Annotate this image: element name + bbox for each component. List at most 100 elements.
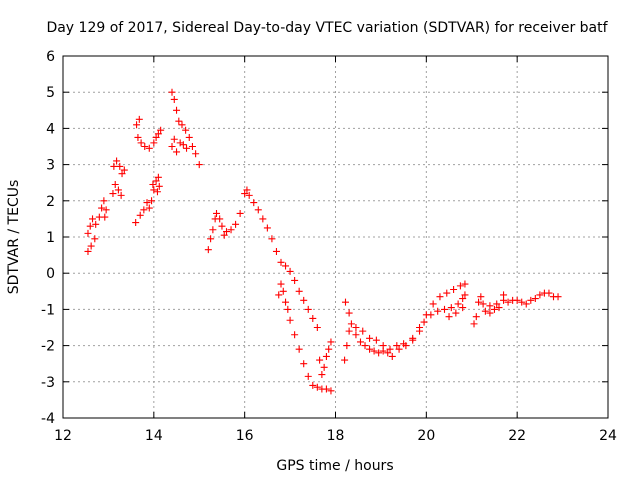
data-point [250,199,258,207]
x-tick-label: 20 [417,428,435,444]
data-point [277,280,285,288]
data-point [101,213,109,221]
data-point [134,133,142,141]
data-point [192,150,200,158]
data-point [309,381,317,389]
y-tick-label: 6 [46,49,55,65]
y-tick-label: -4 [41,411,55,427]
data-point [341,356,349,364]
data-point [370,347,378,355]
ticks [62,55,609,419]
data-point [275,291,283,299]
data-point [341,298,349,306]
data-point [386,345,394,353]
data-point [92,220,100,228]
gridlines [63,56,608,418]
data-point [304,372,312,380]
series-track-j [470,289,562,328]
data-point [427,311,435,319]
data-point [295,287,303,295]
data-point [352,324,360,331]
data-point [259,215,267,223]
data-point [379,342,387,350]
data-point [243,186,251,194]
series-track-a [84,197,110,255]
data-point [291,331,299,339]
y-tick-label: -2 [41,339,55,355]
data-point [286,316,294,324]
data-point [352,331,360,339]
data-point [277,258,285,266]
data-point [454,300,462,308]
data-point [254,206,262,214]
data-point [372,336,380,344]
data-point [416,327,424,335]
data-point [87,242,95,250]
data-point [153,188,161,196]
data-point [109,190,117,198]
data-point [522,300,530,308]
data-point [140,206,148,214]
data-point [227,226,235,234]
y-tick-label: 1 [46,230,55,246]
series-track-f [204,186,321,331]
data-point [157,126,165,134]
data-point [393,342,401,350]
data-point [545,289,553,297]
data-point [434,307,442,315]
data-point [178,121,186,129]
data-point [420,318,428,326]
data-point [327,387,335,395]
data-point [518,298,526,306]
data-point [395,345,403,353]
data-point [443,289,451,297]
data-point [282,262,290,270]
y-tick-label: -1 [41,302,55,318]
data-point [120,166,128,174]
data-point [241,190,249,198]
data-point [456,282,464,290]
data-point [300,296,308,304]
x-tick-label: 12 [54,428,72,444]
data-point [459,295,467,303]
data-point [495,304,503,312]
data-point [149,181,157,189]
data-point [185,133,193,141]
data-point [204,246,212,254]
data-point [279,287,287,295]
y-tick-labels: -4 -3 -2 -1 0 1 2 3 4 5 6 [41,49,55,427]
data-point [182,126,190,134]
data-point [452,309,460,317]
data-point [195,161,203,169]
data-point [84,229,92,237]
data-point [145,144,153,152]
data-point [118,170,126,178]
data-point [152,177,160,185]
data-point [536,291,544,299]
data-point [513,296,521,304]
data-point [272,247,280,255]
data-point [388,352,396,360]
data-point [486,309,494,317]
data-point [472,313,480,321]
data-point [148,197,156,205]
data-point [493,300,501,308]
series-track-b [109,157,128,199]
data-point [179,141,187,149]
data-point [154,173,162,181]
data-point [173,106,181,114]
data-point [133,121,141,129]
data-point [110,162,118,170]
data-point [347,320,355,328]
x-tick-labels: 12 14 16 18 20 22 24 [54,428,617,444]
x-tick-label: 16 [236,428,254,444]
data-point [459,304,467,312]
data-point [218,222,226,230]
series-track-i [352,291,469,353]
data-point [327,338,335,346]
data-point [356,338,364,346]
data-point [223,228,230,236]
y-tick-label: 3 [46,158,55,174]
data-point [345,309,353,317]
